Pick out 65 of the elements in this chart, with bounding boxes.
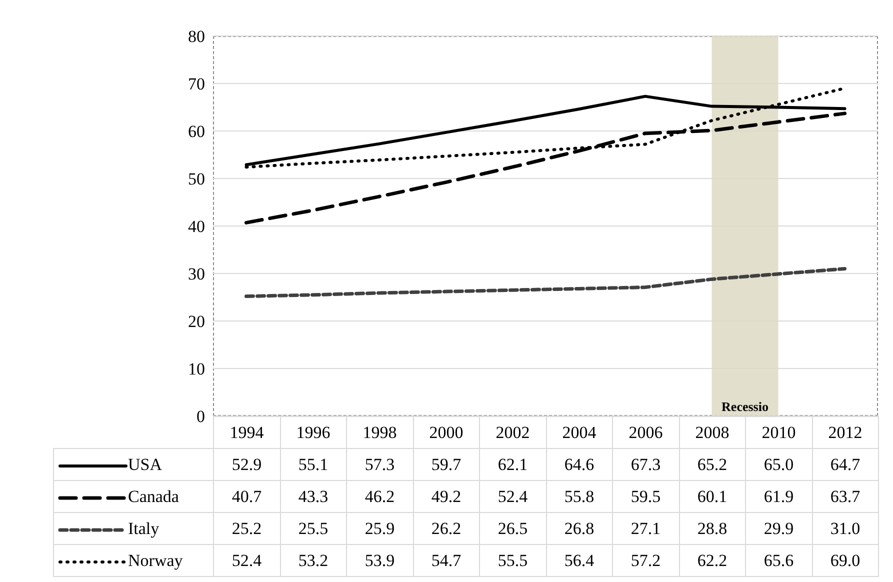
legend-label: USA [128, 454, 162, 474]
data-label: 59.5 [612, 480, 679, 512]
legend-label: Canada [128, 486, 179, 506]
data-label: 61.9 [746, 480, 812, 512]
x-tick-label: 2000 [413, 416, 480, 448]
data-label: 26.5 [480, 512, 546, 544]
data-label: 63.7 [812, 480, 878, 512]
data-label: 25.9 [346, 512, 413, 544]
y-tick-label: 80 [188, 27, 205, 46]
data-label: 65.6 [746, 544, 812, 576]
data-label: 69.0 [812, 544, 878, 576]
data-label: 56.4 [546, 544, 612, 576]
data-label: 40.7 [214, 480, 280, 512]
data-label: 62.2 [679, 544, 746, 576]
data-label: 62.1 [480, 448, 546, 480]
y-tick-label: 70 [188, 74, 205, 94]
data-label: 57.2 [612, 544, 679, 576]
x-tick-label: 2004 [546, 416, 612, 448]
y-tick-label: 60 [188, 122, 205, 142]
data-label: 25.2 [214, 512, 280, 544]
data-label: 52.4 [214, 544, 280, 576]
y-tick-label: 40 [188, 217, 205, 236]
data-label: 57.3 [346, 448, 413, 480]
data-label: 49.2 [413, 480, 480, 512]
y-tick-label: 50 [188, 170, 205, 189]
data-label: 64.6 [546, 448, 612, 480]
data-label: 60.1 [679, 480, 746, 512]
data-label: 65.2 [679, 448, 746, 480]
x-tick-label: 2010 [746, 416, 812, 448]
data-label: 52.9 [214, 448, 280, 480]
data-label: 54.7 [413, 544, 480, 576]
data-label: 55.5 [480, 544, 546, 576]
data-label: 55.8 [546, 480, 612, 512]
legend-label: Norway [128, 550, 183, 570]
legend-label: Italy [128, 518, 160, 538]
x-tick-label: 1994 [214, 416, 280, 448]
x-tick-label: 2002 [480, 416, 546, 448]
x-tick-label: 1996 [280, 416, 346, 448]
band-label: Recessio [722, 399, 768, 414]
data-label: 46.2 [346, 480, 413, 512]
data-label: 26.2 [413, 512, 480, 544]
y-tick-label: 0 [196, 407, 205, 426]
data-label: 26.8 [546, 512, 612, 544]
data-label: 25.5 [280, 512, 346, 544]
x-tick-label: 2008 [679, 416, 746, 448]
data-label: 59.7 [413, 448, 480, 480]
data-label: 31.0 [812, 512, 878, 544]
data-label: 29.9 [746, 512, 812, 544]
x-tick-label: 2012 [812, 416, 878, 448]
line-series [244, 267, 846, 298]
data-label: 53.2 [280, 544, 346, 576]
data-label: 43.3 [280, 480, 346, 512]
data-label: 52.4 [480, 480, 546, 512]
data-label: 55.1 [280, 448, 346, 480]
data-label: 67.3 [612, 448, 679, 480]
data-label: 27.1 [612, 512, 679, 544]
data-label: 28.8 [679, 512, 746, 544]
y-tick-label: 10 [188, 360, 205, 379]
x-tick-label: 1998 [346, 416, 413, 448]
data-label: 64.7 [812, 448, 878, 480]
y-tick-label: 30 [188, 264, 205, 284]
data-label: 65.0 [746, 448, 812, 480]
data-label: 53.9 [346, 544, 413, 576]
x-tick-label: 2006 [612, 416, 679, 448]
y-tick-label: 20 [188, 312, 205, 332]
